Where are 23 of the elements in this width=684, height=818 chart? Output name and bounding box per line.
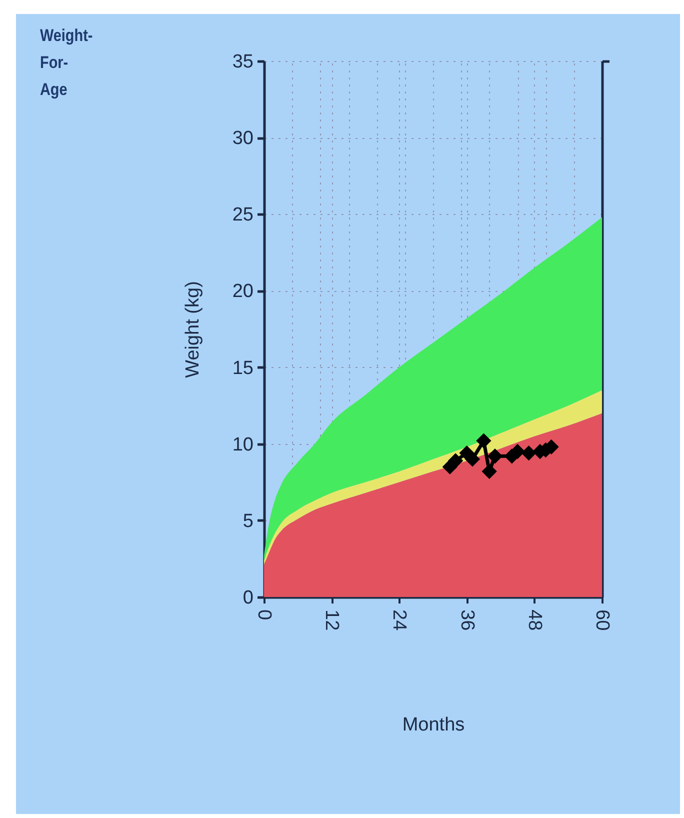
- point: [448, 453, 464, 468]
- x-tick-label: 36: [456, 610, 478, 631]
- y-tick-label: 0: [242, 588, 254, 608]
- point: [476, 433, 492, 448]
- y-axis-title: Weight (kg): [182, 281, 204, 378]
- y-tick-label: 35: [232, 52, 254, 72]
- x-tick-label: 60: [592, 610, 612, 631]
- y-tick-label: 5: [242, 510, 254, 532]
- y-tick-label: 10: [232, 434, 254, 456]
- y-tick-label: 20: [232, 281, 254, 302]
- y-tick-label: 15: [232, 358, 254, 379]
- point: [521, 445, 536, 461]
- point: [487, 448, 503, 464]
- x-tick-label: 24: [388, 610, 410, 632]
- x-tick-label: 12: [321, 610, 342, 631]
- point: [464, 452, 480, 467]
- point: [482, 464, 497, 480]
- x-axis-title: Months: [402, 714, 465, 736]
- y-tick-label: 30: [232, 128, 254, 150]
- y-tick-label: 25: [232, 204, 254, 226]
- x-tick-label: 0: [254, 610, 274, 620]
- x-tick-label: 48: [524, 610, 545, 631]
- text: Weight-For-Age: [40, 25, 93, 101]
